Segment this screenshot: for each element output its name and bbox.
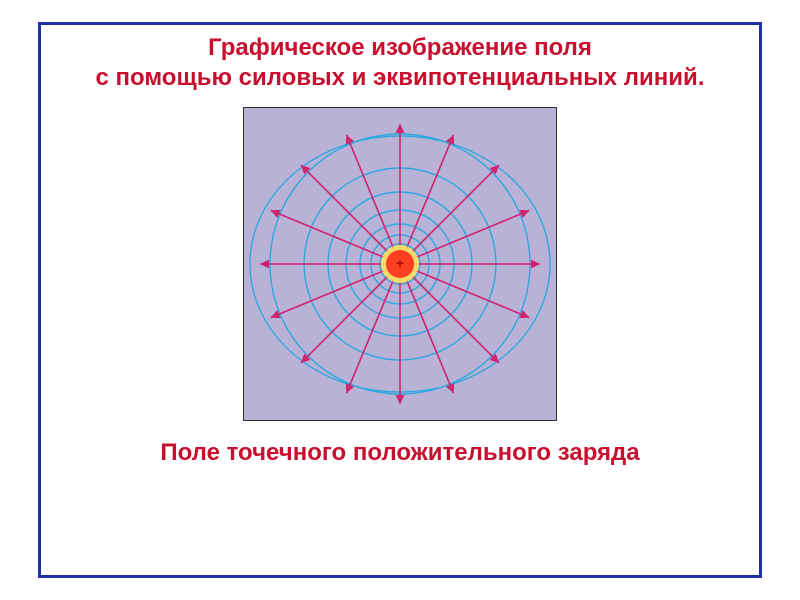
caption: Поле точечного положительного заряда: [41, 439, 759, 467]
charge-plus-label: +: [396, 255, 404, 271]
slide-frame: Графическое изображение поля с помощью с…: [38, 22, 762, 578]
title-line-2: с помощью силовых и эквипотенциальных ли…: [41, 63, 759, 93]
field-diagram: +: [243, 107, 557, 421]
title-block: Графическое изображение поля с помощью с…: [41, 33, 759, 93]
title-line-1: Графическое изображение поля: [41, 33, 759, 63]
